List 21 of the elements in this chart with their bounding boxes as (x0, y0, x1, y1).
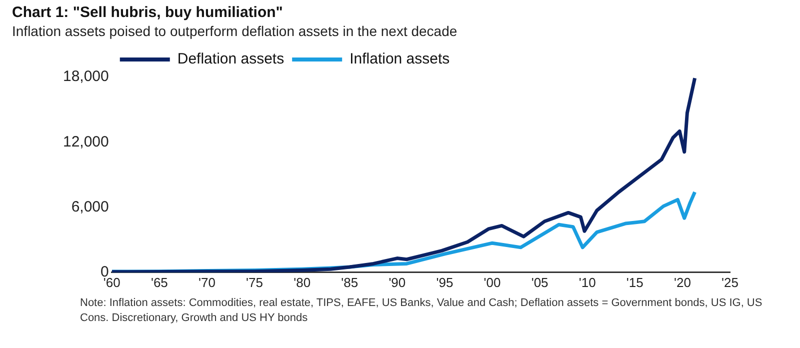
x-tick-label: '10 (578, 274, 596, 290)
x-tick-label: '75 (246, 274, 263, 290)
x-tick-label: '05 (531, 274, 548, 290)
legend-label: Deflation assets (177, 50, 284, 68)
chart-subtitle: Inflation assets poised to outperform deflation assets in the next decade (12, 23, 458, 39)
x-tick-label: '85 (341, 274, 358, 290)
y-tick-label: 18,000 (62, 68, 109, 86)
x-tick-label: '00 (484, 274, 501, 290)
x-tick-label: '70 (198, 274, 216, 290)
x-tick-label: '90 (388, 274, 406, 290)
x-tick-label: '95 (436, 274, 454, 290)
y-tick-label: 12,000 (62, 133, 109, 150)
x-tick-label: '25 (722, 274, 738, 290)
x-tick-label: '20 (674, 274, 691, 290)
y-tick-label: 6,000 (71, 198, 109, 216)
text: Note: Inflation assets: Commodities, real estate, TIPS, EAFE, US Banks, Value and Cash; Deflation assets = Government bonds, US IG, US Cons. Discretionary, Growth and US HY bonds (80, 296, 764, 326)
legend-label: Inflation assets (350, 50, 450, 68)
chart-title: Chart 1: "Sell hubris, buy humiliation" (12, 4, 283, 21)
x-tick-label: '80 (294, 274, 311, 290)
x-tick-label: '65 (150, 274, 168, 290)
x-tick-label: '15 (626, 274, 644, 290)
